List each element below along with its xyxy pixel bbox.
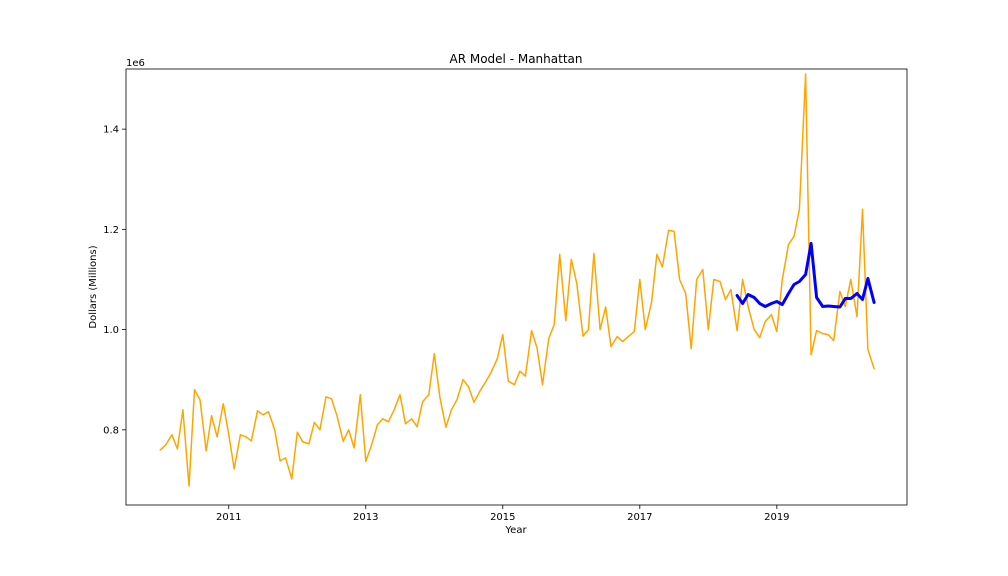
y-tick-label: 0.8	[103, 425, 119, 436]
series-line-1	[735, 241, 876, 309]
plot-background	[126, 69, 907, 505]
y-tick-label: 1.0	[103, 325, 119, 336]
plot-frame	[125, 68, 908, 506]
x-tick-label: 2011	[216, 512, 241, 523]
x-tick-label: 2015	[490, 512, 515, 523]
x-tick-label: 2013	[353, 512, 378, 523]
y-tick-label: 1.4	[103, 125, 119, 136]
series-line-0	[159, 73, 875, 487]
x-axis-label: Year	[504, 525, 527, 536]
x-tick-label: 2019	[764, 512, 789, 523]
y-tick-label: 1.2	[103, 225, 119, 236]
x-tick-label: 2017	[627, 512, 652, 523]
chart-title: AR Model - Manhattan	[450, 52, 583, 66]
plot-area	[125, 68, 908, 506]
y-axis-ticks: 0.8 1.0 1.2 1.4	[103, 125, 126, 436]
y-offset-text: 1e6	[126, 58, 145, 69]
x-axis-ticks: 2011 2013 2015 2017 2019	[216, 505, 790, 523]
y-axis-label: Dollars (Millions)	[88, 245, 99, 328]
